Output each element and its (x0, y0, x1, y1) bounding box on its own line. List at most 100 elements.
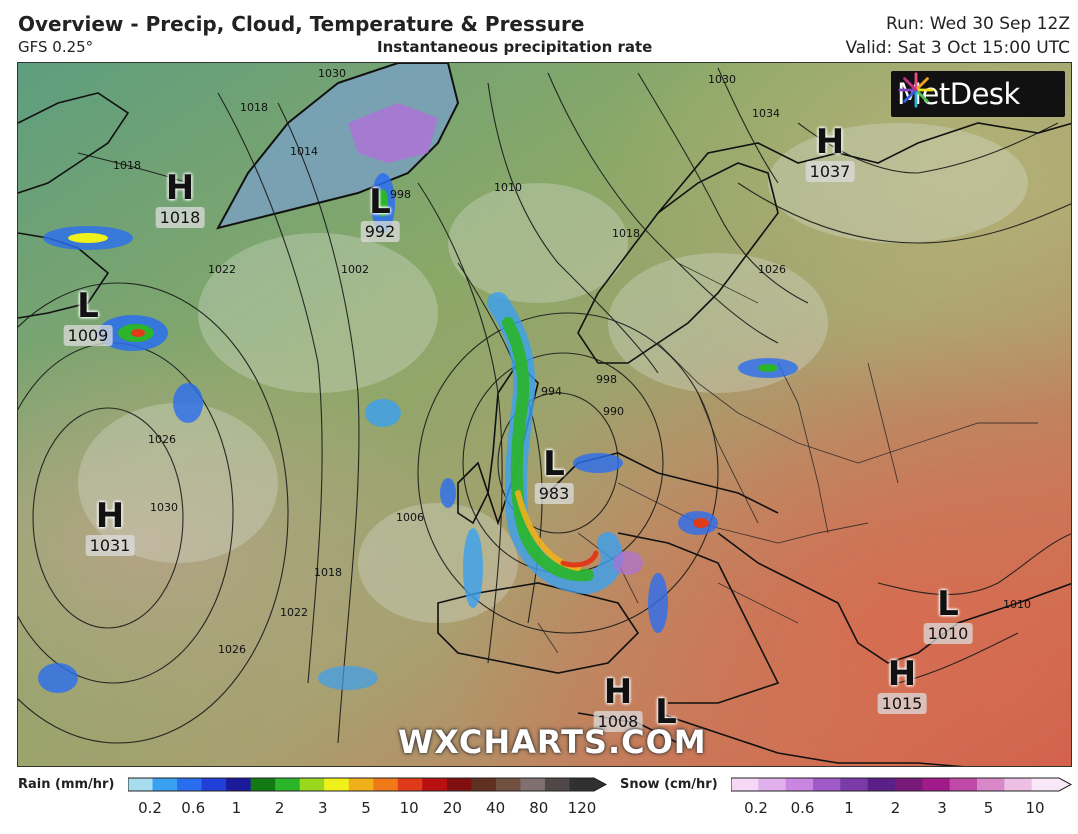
weather-map: 1018 1026 1022 1018 1014 1030 998 1010 1018 1030 1… (17, 62, 1072, 767)
pressure-value: 1015 (877, 693, 927, 714)
legend-tick-label: 2 (890, 799, 901, 817)
legend-swatch (1004, 778, 1033, 791)
legend-tick-label: 0.2 (744, 799, 768, 817)
legend-swatch (731, 778, 759, 791)
isobar-label: 1010 (1003, 598, 1031, 611)
pressure-letter: H (165, 168, 195, 208)
pressure-center-high: H 1037 (805, 122, 855, 182)
pressure-letter: L (543, 444, 565, 484)
isobar-label: 1014 (290, 145, 318, 158)
pressure-center-high: H 1008 (593, 672, 643, 732)
pressure-letter: H (95, 496, 125, 536)
isobar-label: 1034 (752, 107, 780, 120)
legend-arrow (594, 778, 606, 791)
isobar-label: 1018 (314, 566, 342, 579)
metdesk-burst-icon (898, 72, 934, 108)
chart-title: Overview - Precip, Cloud, Temperature & … (18, 12, 585, 36)
legend-swatch (128, 778, 154, 791)
model-label: GFS 0.25° (18, 38, 94, 56)
snow-legend-title: Snow (cm/hr) (620, 777, 718, 792)
legend-swatch (373, 778, 399, 791)
legend-swatch (813, 778, 841, 791)
legend-tick-label: 1 (231, 799, 242, 817)
legend-swatch (250, 778, 276, 791)
isobar-label: 1018 (612, 227, 640, 240)
legend-swatch (977, 778, 1005, 791)
metdesk-logo: MetDesk (891, 71, 1065, 117)
legend-tick-label: 20 (442, 799, 462, 817)
pressure-center-high: H 1015 (877, 654, 927, 714)
run-time: Run: Wed 30 Sep 12Z (886, 14, 1070, 34)
rain-color-bar (128, 777, 608, 792)
legend-swatch (422, 778, 448, 791)
legend-swatch (275, 778, 301, 791)
snow-color-bar (731, 777, 1073, 792)
pressure-letter: L (937, 584, 959, 624)
pressure-letter: H (887, 654, 917, 694)
legend-swatch (520, 778, 546, 791)
pressure-center-low: L 992 (360, 182, 400, 242)
snow-area-greenland (348, 103, 438, 163)
legend-swatch (446, 778, 472, 791)
legend-tick-label: 0.6 (181, 799, 206, 817)
pressure-center-low: L 1009 (63, 286, 113, 346)
isobars (18, 67, 1071, 744)
legend-swatch (895, 778, 923, 791)
country-borders (537, 262, 1038, 654)
pressure-letter: H (815, 122, 845, 162)
legend-swatch (471, 778, 497, 791)
legend-swatch (922, 778, 951, 791)
legend-outline (128, 777, 608, 792)
pressure-value: 1009 (63, 325, 113, 346)
legend-tick-label: 1 (844, 799, 854, 817)
legend-swatch (1031, 778, 1060, 791)
legend-tick-label: 0.2 (138, 799, 162, 817)
legend-swatch (840, 778, 869, 791)
legend: Rain (mm/hr) 0.2 0.6 1 2 3 5 10 20 40 80 120 Snow … (0, 768, 1078, 834)
isobar-label: 1030 (708, 73, 736, 86)
legend-tick-label: 40 (486, 799, 506, 817)
pressure-letter: L (77, 286, 99, 326)
isobar-label: 1026 (218, 643, 246, 656)
legend-swatch (226, 778, 252, 791)
chart-header: Overview - Precip, Cloud, Temperature & … (0, 0, 1078, 62)
metdesk-logo-text: MetDesk (897, 77, 1020, 111)
legend-tick-label: 5 (983, 799, 994, 817)
isobar-label: 1022 (280, 606, 308, 619)
legend-swatch (785, 778, 814, 791)
legend-swatch (495, 778, 521, 791)
isobar-label: 1018 (113, 159, 141, 172)
pressure-value: 1010 (923, 623, 973, 644)
legend-swatch (152, 778, 178, 791)
isobar-label: 1006 (396, 511, 424, 524)
valid-time: Valid: Sat 3 Oct 15:00 UTC (845, 38, 1071, 58)
map-canvas (18, 63, 1071, 766)
legend-tick-label: 120 (567, 799, 597, 817)
pressure-value: 1031 (85, 535, 135, 556)
legend-tick-label: 0.6 (790, 799, 815, 817)
pressure-center-low: L 1010 (923, 584, 973, 644)
pressure-letter: L (655, 692, 677, 732)
pressure-center-high: H 1018 (155, 168, 205, 228)
legend-swatch (569, 778, 595, 791)
legend-swatch (201, 778, 227, 791)
pressure-value: 983 (534, 483, 574, 504)
legend-tick-label: 2 (274, 799, 285, 817)
pressure-letter: L (369, 182, 391, 222)
pressure-letter: H (603, 672, 633, 712)
legend-tick-label: 80 (529, 799, 549, 817)
legend-tick-label: 3 (318, 799, 328, 817)
legend-swatch (544, 778, 570, 791)
legend-swatch (348, 778, 374, 791)
cloud-cover (78, 123, 1028, 623)
isobar-label: 1022 (208, 263, 236, 276)
legend-swatch (949, 778, 978, 791)
isobar-label: 994 (541, 385, 562, 398)
precipitation-bands (38, 173, 798, 693)
pressure-value: 1018 (155, 207, 205, 228)
legend-swatch (867, 778, 896, 791)
legend-tick-label: 5 (361, 799, 371, 817)
isobar-label: 990 (603, 405, 624, 418)
isobar-label: 1030 (318, 67, 346, 80)
isobar-label: 1026 (758, 263, 786, 276)
